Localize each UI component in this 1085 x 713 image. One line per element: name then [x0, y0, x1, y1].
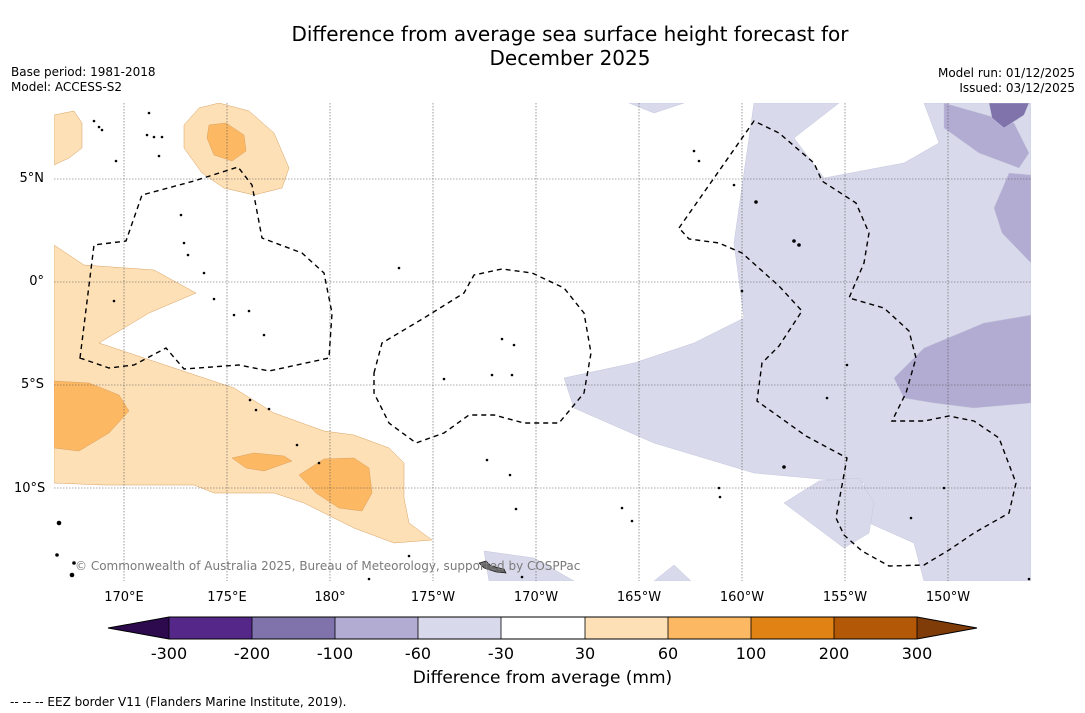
- colorbar: [107, 616, 978, 640]
- colorbar-segment-n100-n60: [335, 617, 418, 639]
- colorbar-tick-100: 100: [735, 644, 767, 663]
- title-line-2: December 2025: [489, 46, 651, 70]
- colorbar-tick-n30: -30: [487, 644, 515, 663]
- lon-label-155w: 155°W: [822, 590, 868, 605]
- model-run: Model run: 01/12/2025: [937, 66, 1075, 80]
- colorbar-title: Difference from average (mm): [412, 668, 673, 688]
- lat-label-0: 0°: [29, 274, 44, 289]
- copyright-notice: © Commonwealth of Australia 2025, Bureau…: [75, 559, 581, 573]
- colorbar-segment-200-300: [834, 617, 917, 639]
- colorbar-extend-min: [108, 617, 169, 639]
- lat-label-5n: 5°N: [19, 171, 45, 186]
- colorbar-extend-max: [917, 617, 977, 639]
- lon-label-175e: 175°E: [207, 590, 247, 605]
- colorbar-tick-n200: -200: [233, 644, 271, 663]
- anomaly-negative-strong: [988, 103, 1030, 129]
- lon-label-160w: 160°W: [719, 590, 765, 605]
- anomaly-negative-light: [483, 103, 1031, 581]
- eez-borders: [79, 120, 1017, 567]
- colorbar-segment-n300-n200: [169, 617, 252, 639]
- colorbar-segment-100-200: [751, 617, 834, 639]
- colorbar-segment-n30-30: [501, 617, 585, 639]
- lat-label-10s: 10°S: [14, 481, 46, 496]
- meta-right: Model run: 01/12/2025 Issued: 03/12/2025: [938, 66, 1075, 96]
- colorbar-segment-n60-n30: [418, 617, 501, 639]
- base-period: Base period: 1981-2018: [11, 65, 156, 79]
- model-name: Model: ACCESS-S2: [11, 80, 123, 94]
- colorbar-tick-200: 200: [818, 644, 850, 663]
- lon-label-175w: 175°W: [410, 590, 456, 605]
- colorbar-tick-n60: -60: [404, 644, 432, 663]
- islands: [55, 111, 1031, 581]
- colorbar-tick-300: 300: [901, 644, 933, 663]
- colorbar-dividers: [168, 617, 918, 639]
- lon-label-170e: 170°E: [104, 590, 144, 605]
- issued-date: Issued: 03/12/2025: [959, 81, 1075, 95]
- lon-label-170w: 170°W: [513, 590, 559, 605]
- colorbar-segment-30-60: [585, 617, 668, 639]
- colorbar-segment-n200-n100: [252, 617, 335, 639]
- gridlines: [54, 103, 1031, 581]
- meta-left: Base period: 1981-2018 Model: ACCESS-S2: [11, 65, 156, 95]
- lon-label-150w: 150°W: [925, 590, 971, 605]
- chart-title: Difference from average sea surface heig…: [0, 22, 1085, 70]
- title-line-1: Difference from average sea surface heig…: [291, 22, 849, 46]
- map-area: [54, 103, 1031, 581]
- colorbar-segment-60-100: [668, 617, 751, 639]
- sea-height-map: [54, 103, 1031, 581]
- eez-legend-note: -- -- -- EEZ border V11 (Flanders Marine…: [10, 695, 347, 709]
- anomaly-positive-medium: [54, 122, 373, 512]
- colorbar-tick-n300: -300: [150, 644, 188, 663]
- colorbar-tick-30: 30: [574, 644, 596, 663]
- lat-label-5s: 5°S: [20, 377, 44, 392]
- colorbar-tick-60: 60: [657, 644, 679, 663]
- lon-label-165w: 165°W: [616, 590, 662, 605]
- lon-label-180: 180°: [314, 590, 346, 605]
- colorbar-tick-n100: -100: [316, 644, 354, 663]
